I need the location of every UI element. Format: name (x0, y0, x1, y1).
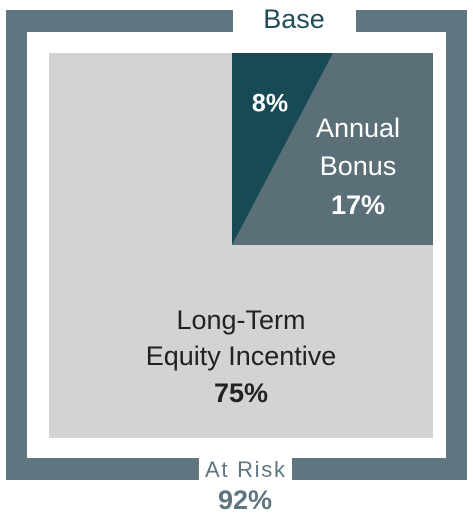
frame-bottom-left (6, 458, 199, 480)
frame-top-left (6, 10, 233, 32)
base-value: 8% (252, 90, 288, 118)
base-label: Base (263, 4, 325, 34)
bonus-value: 17% (331, 190, 385, 220)
frame-bottom-right (292, 458, 467, 480)
at-risk-value: 92% (218, 485, 272, 515)
frame-right (446, 10, 467, 480)
equity-label: Long-Term (176, 305, 305, 335)
equity-value: 75% (214, 378, 268, 408)
frame (6, 10, 467, 480)
bonus-label: Bonus (320, 151, 397, 181)
equity-label: Equity Incentive (146, 341, 337, 371)
base-salary-area (232, 53, 333, 245)
frame-top-right (356, 10, 467, 32)
bonus-label: Annual (316, 113, 400, 143)
frame-left (6, 10, 27, 480)
at-risk-label: At Risk (205, 457, 286, 482)
